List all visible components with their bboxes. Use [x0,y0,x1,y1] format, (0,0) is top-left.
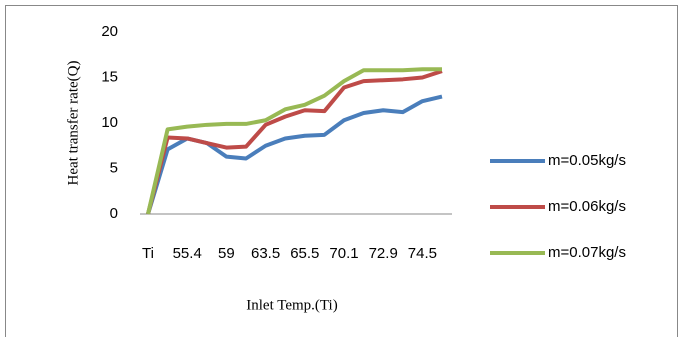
y-tick-label: 10 [101,114,118,131]
y-tick-label: 20 [101,23,118,40]
chart-frame [5,5,678,337]
legend-label: m=0.07kg/s [548,244,626,261]
x-tick-label: 74.5 [408,245,437,262]
series-line [146,69,443,215]
x-tick-label: 63.5 [251,245,280,262]
y-tick-label: 0 [110,205,118,222]
legend-label: m=0.06kg/s [548,198,626,215]
y-axis-title: Heat transfer rate(Q) [65,61,81,186]
y-tick-label: 5 [110,159,118,176]
x-tick-label: 59 [218,245,235,262]
x-tick-label: 55.4 [173,245,202,262]
x-tick-label: 65.5 [290,245,319,262]
x-axis-title: Inlet Temp.(Ti) [246,297,337,313]
x-tick-label: Ti [142,245,154,262]
x-tick-label: 70.1 [329,245,358,262]
y-tick-label: 15 [101,68,118,85]
legend-label: m=0.05kg/s [548,152,626,169]
x-tick-label: 72.9 [369,245,398,262]
series-line [146,67,442,215]
